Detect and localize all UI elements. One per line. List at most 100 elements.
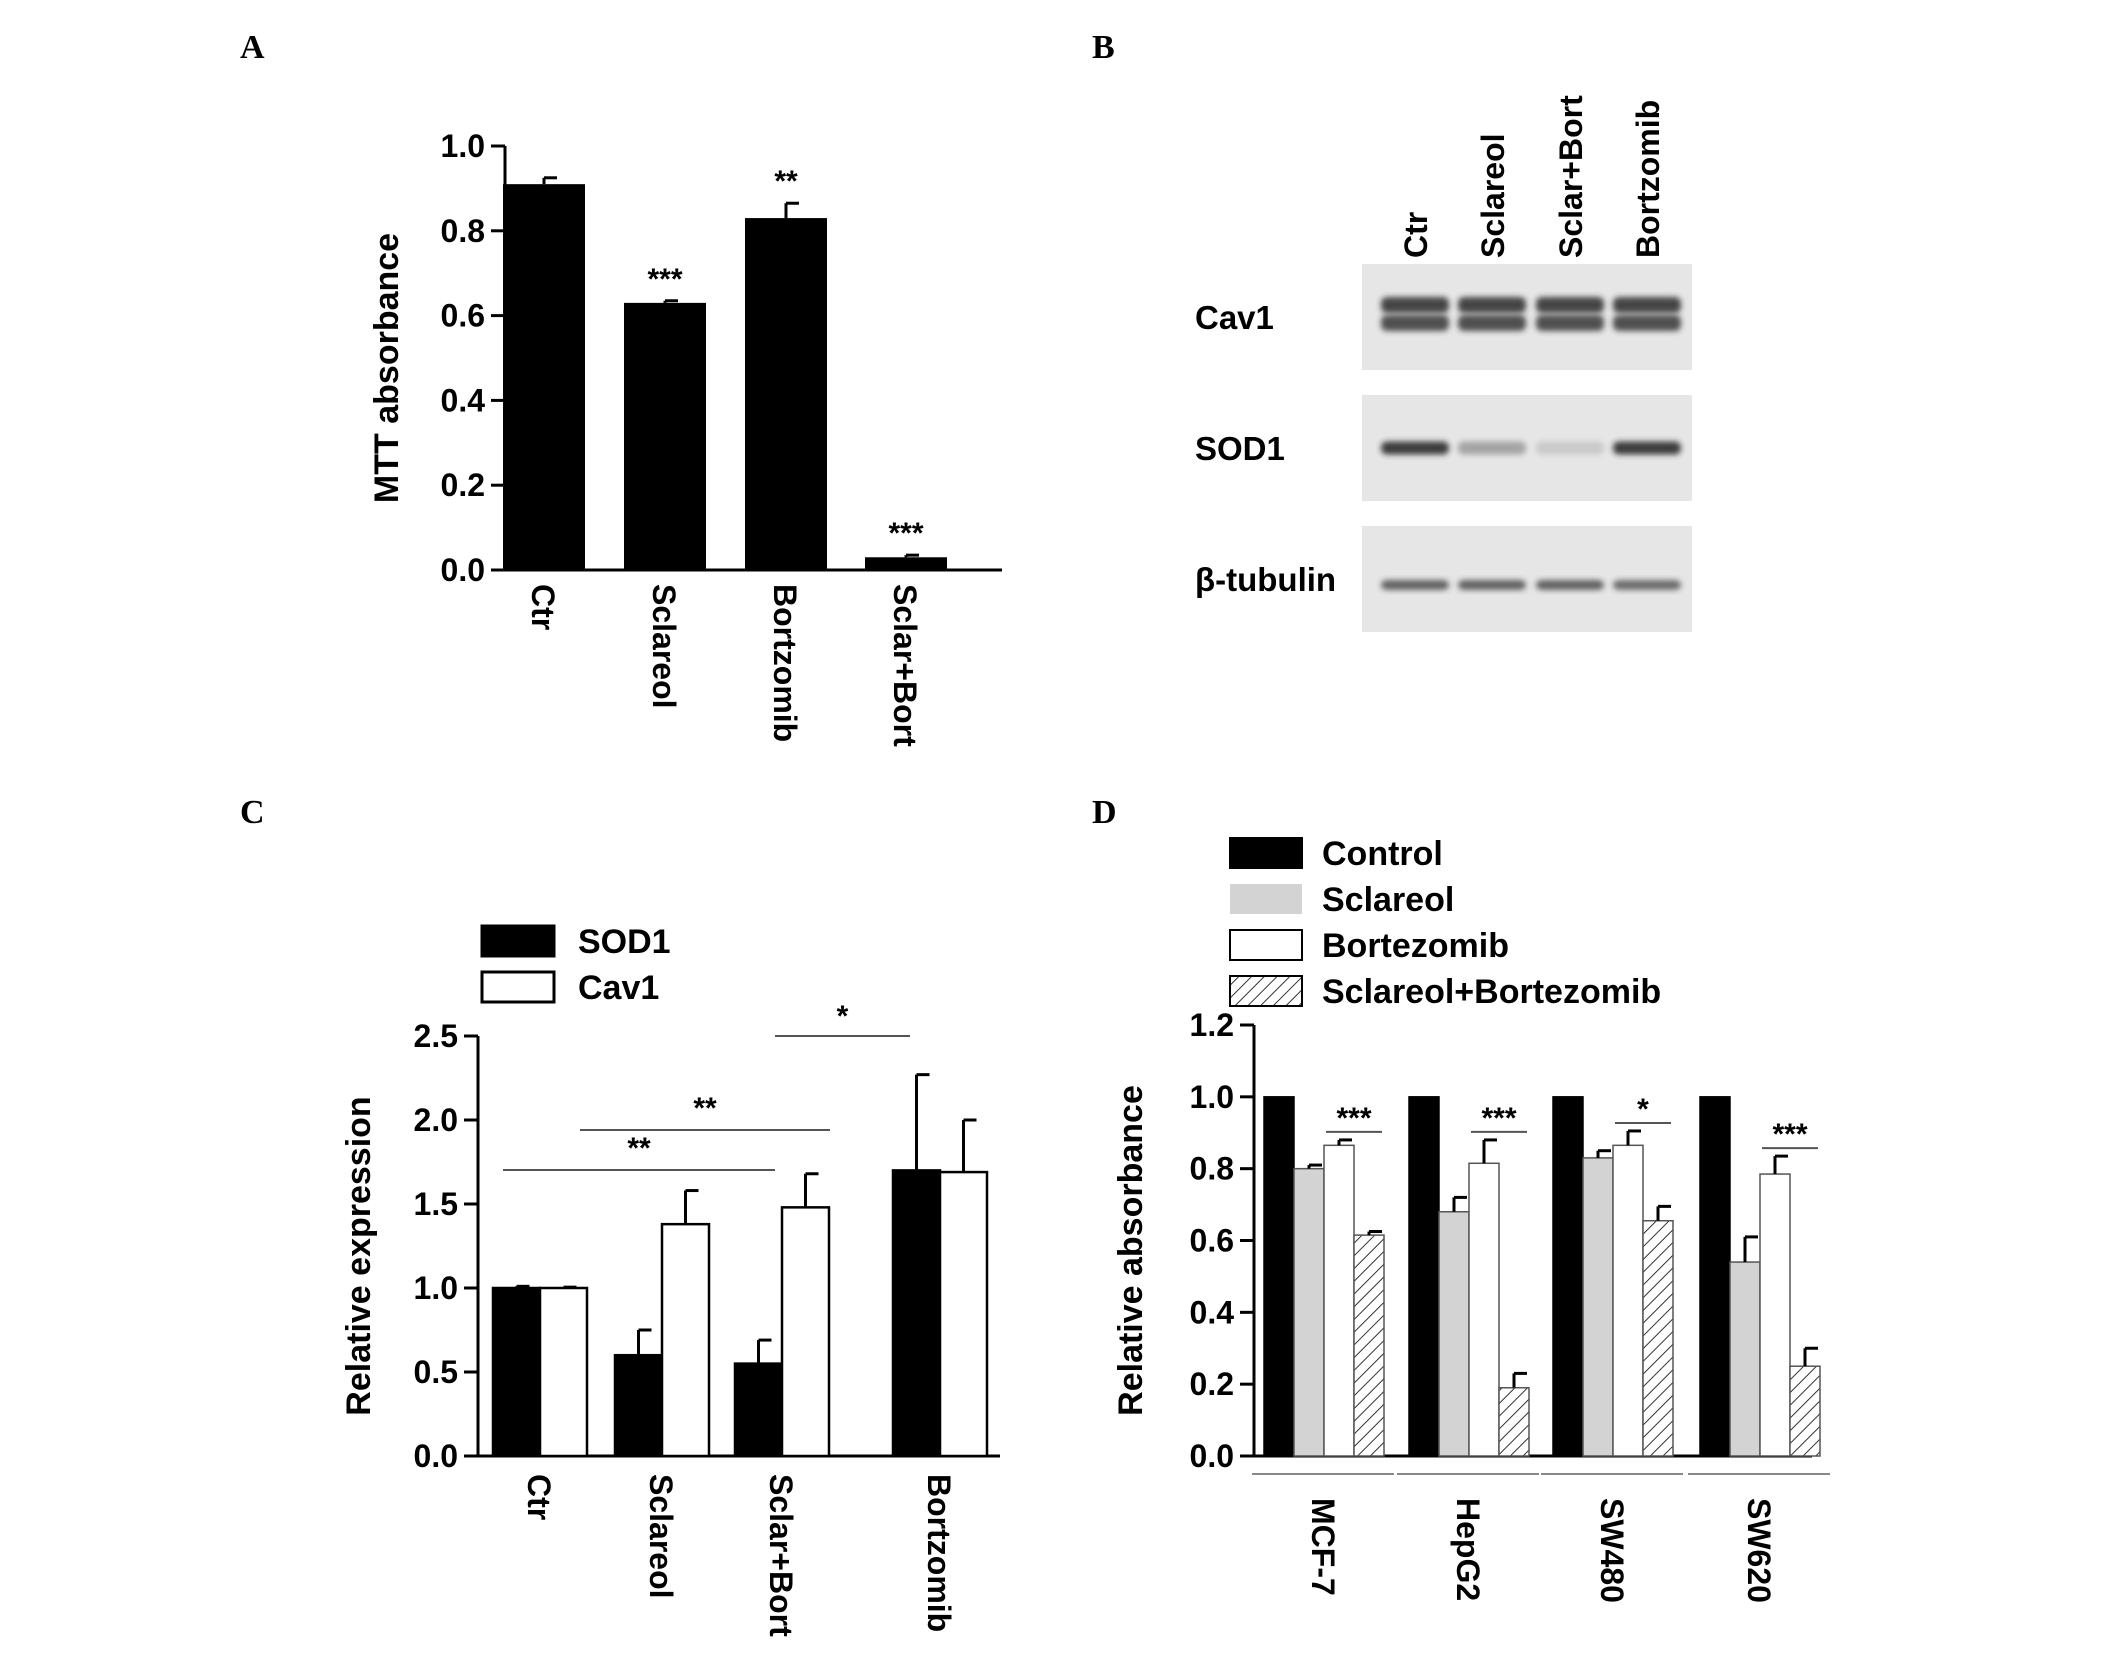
blot-band [1536, 580, 1604, 590]
bar-sclareol [624, 302, 706, 570]
panel-d-bar-chart: Control Sclareol Bortezomib Sclareol+Bortez… [1112, 835, 1830, 1603]
blot-band [1613, 315, 1681, 331]
panel-d-bars [1263, 1096, 1821, 1457]
blot-lane-label: Sclar+Bort [1553, 95, 1589, 258]
y-tick-label: 1.0 [441, 128, 485, 164]
blot-lane-label: Sclareol [1475, 133, 1511, 258]
significance-marker: *** [647, 263, 682, 296]
x-category-label: SW480 [1594, 1498, 1630, 1603]
y-tick-label: 0.4 [441, 382, 486, 418]
y-tick-label: 0.2 [441, 467, 485, 503]
x-category-label: Bortzomib [767, 584, 803, 742]
blot-row-sod1: SOD1 [1195, 395, 1692, 501]
blot-band [1458, 441, 1526, 455]
x-category-label: SW620 [1741, 1498, 1777, 1603]
blot-row-label: Cav1 [1195, 299, 1274, 336]
x-category-label: Sclareol [646, 584, 682, 709]
x-category-label: Sclar+Bort [763, 1474, 799, 1637]
bar-sclareol-bortezomib-sw620 [1789, 1365, 1821, 1457]
blot-lane-label: Ctr [1398, 212, 1434, 258]
panel-letter-d: D [1092, 794, 1117, 831]
x-category-label: Sclareol [643, 1474, 679, 1599]
panel-c-bars [491, 1073, 989, 1458]
blot-band [1458, 580, 1526, 590]
blot-band [1536, 297, 1604, 313]
blot-band [1381, 297, 1449, 313]
significance-marker: *** [1772, 1118, 1807, 1151]
bar-sclareol-hepg2 [1438, 1211, 1470, 1457]
bar-cav1-ctr [538, 1286, 589, 1458]
blot-lane-label: Bortzomib [1630, 100, 1666, 258]
bar-sclareol-mcf-7 [1293, 1167, 1325, 1457]
panel-d-y-axis-title: Relative absorbance [1112, 1085, 1150, 1416]
panel-d-labels: *** MCF-7 *** HepG2 * SW480 *** SW620 [1252, 1093, 1830, 1603]
panel-c-legend: SOD1 Cav1 [480, 923, 671, 1007]
y-tick-label: 1.0 [414, 1270, 458, 1306]
blot-band [1613, 580, 1681, 590]
y-tick-label: 0.0 [441, 552, 485, 588]
blot-rows: Cav1 SOD1 β-tubulin [1195, 264, 1692, 632]
panel-a-bars [503, 176, 947, 570]
legend-swatch-control [1229, 837, 1303, 869]
x-category-label: Ctr [525, 584, 561, 630]
blot-band [1536, 441, 1604, 455]
blot-band [1381, 315, 1449, 331]
blot-row-label: β-tubulin [1195, 561, 1336, 598]
panel-letter-b: B [1092, 29, 1115, 66]
blot-lane-labels: Ctr Sclareol Sclar+Bort Bortzomib [1398, 95, 1666, 258]
comparison-marker: ** [693, 1092, 717, 1125]
blot-band [1613, 441, 1681, 455]
y-tick-label: 0.8 [441, 213, 485, 249]
y-tick-label: 0.8 [1190, 1151, 1234, 1187]
legend-swatch-bortezomib [1229, 929, 1303, 961]
legend-swatch-sclareol-bortezomib [1229, 975, 1303, 1007]
panel-a-labels: Ctr *** Sclareol ** Bortzomib *** Sclar+Bort [525, 165, 924, 747]
y-tick-label: 0.6 [441, 298, 485, 334]
panel-b-western-blot: Ctr Sclareol Sclar+Bort Bortzomib Cav1 SOD1 β… [1195, 95, 1692, 632]
bar-bortezomib-mcf-7 [1323, 1144, 1355, 1457]
y-tick-label: 0.5 [414, 1354, 458, 1390]
blot-band [1613, 297, 1681, 313]
panel-c-bar-chart: SOD1 Cav1 0.0 0.5 1.0 1.5 2.0 2.5 Ctr Sclareol S… [340, 923, 1000, 1637]
bar-sod1-sclareol [613, 1353, 664, 1458]
y-tick-label: 0.4 [1190, 1294, 1235, 1330]
bar-control-sw620 [1699, 1096, 1731, 1457]
bar-control-sw480 [1552, 1096, 1584, 1457]
x-category-label: Bortzomib [921, 1474, 957, 1632]
legend-label-cav1: Cav1 [578, 969, 659, 1007]
bar-bortezomib-sw620 [1759, 1173, 1791, 1457]
significance-marker: *** [1336, 1102, 1371, 1135]
bar-control-mcf-7 [1263, 1096, 1295, 1457]
legend-label-sod1: SOD1 [578, 923, 671, 961]
y-tick-label: 1.2 [1190, 1007, 1234, 1043]
blot-band [1381, 441, 1449, 455]
y-tick-label: 0.0 [1190, 1438, 1234, 1474]
panel-letter-a: A [240, 29, 265, 66]
bar-sclareol-bortezomib-hepg2 [1498, 1387, 1530, 1457]
y-tick-label: 1.0 [1190, 1079, 1234, 1115]
y-tick-label: 0.0 [414, 1438, 458, 1474]
panel-a-y-axis-title: MTT absorbance [368, 233, 406, 503]
blot-band [1536, 315, 1604, 331]
legend-swatch-cav1 [480, 970, 556, 1004]
blot-membrane [1362, 526, 1692, 632]
bar-sod1-bortzomib [891, 1169, 942, 1458]
comparison-marker: ** [627, 1132, 651, 1165]
comparison-marker: * [837, 1000, 849, 1033]
significance-marker: *** [1481, 1102, 1516, 1135]
x-category-label: HepG2 [1450, 1498, 1486, 1601]
panel-d-legend: Control Sclareol Bortezomib Sclareol+Bortez… [1229, 835, 1661, 1011]
bar-bortezomib-hepg2 [1468, 1162, 1500, 1457]
bar-cav1-bortzomib [938, 1170, 989, 1458]
bar-sod1-sclar-bort [733, 1362, 784, 1458]
panel-c-labels: Ctr Sclareol Sclar+Bort Bortzomib***** [503, 1000, 957, 1637]
bar-sclareol-bortezomib-mcf-7 [1353, 1234, 1385, 1457]
x-category-label: Sclar+Bort [887, 584, 923, 747]
y-tick-label: 0.2 [1190, 1366, 1234, 1402]
bar-sclar-bort [865, 557, 947, 570]
legend-label-sclareol-bortezomib: Sclareol+Bortezomib [1322, 973, 1661, 1011]
bar-sclareol-sw620 [1729, 1261, 1761, 1457]
legend-swatch-sclareol [1230, 884, 1302, 914]
blot-row-cav1: Cav1 [1195, 264, 1692, 370]
significance-marker: * [1637, 1093, 1649, 1126]
